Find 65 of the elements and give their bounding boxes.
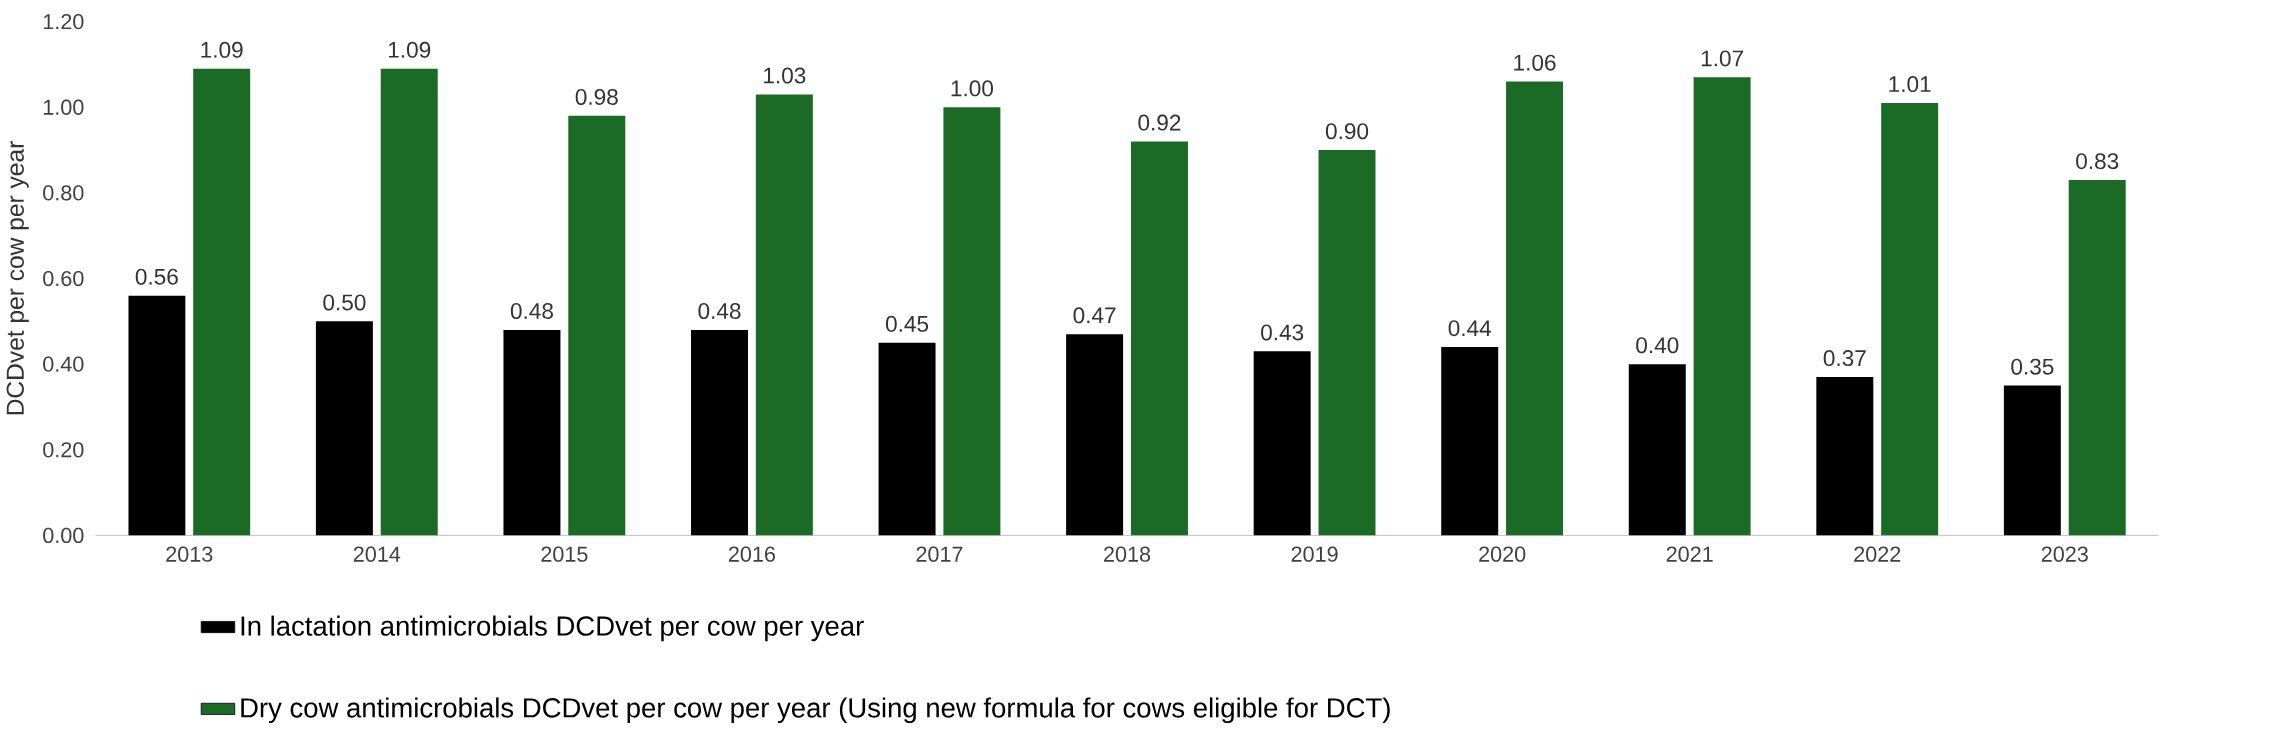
x-tick-label: 2022 xyxy=(1854,546,1901,562)
data-label: 0.98 xyxy=(575,88,618,105)
data-label: 0.83 xyxy=(2076,152,2119,169)
bar xyxy=(2003,385,2061,536)
bar xyxy=(1066,333,1124,536)
bar xyxy=(503,329,561,536)
data-label: 0.45 xyxy=(885,315,929,332)
bar xyxy=(1628,363,1686,536)
data-label: 0.43 xyxy=(1261,324,1304,341)
data-label: 0.92 xyxy=(1138,114,1181,131)
y-tick-label: 0.00 xyxy=(43,527,84,543)
data-label: 0.37 xyxy=(1823,349,1866,366)
data-label: 0.48 xyxy=(510,302,553,319)
bar xyxy=(691,329,748,536)
bar xyxy=(1881,102,1939,536)
x-tick-label: 2017 xyxy=(916,546,963,562)
bar xyxy=(568,115,626,536)
bar xyxy=(2068,179,2126,536)
data-label: 1.01 xyxy=(1889,75,1931,92)
y-axis-title: DCDvet per cow per year xyxy=(6,140,29,415)
x-tick-label: 2016 xyxy=(728,546,775,562)
data-label: 0.35 xyxy=(2011,358,2054,375)
data-label: 0.56 xyxy=(135,268,178,285)
x-tick-label: 2021 xyxy=(1666,546,1713,562)
legend-label: Dry cow antimicrobials DCDvet per cow per year (Using new formula for cows eligible for DCT) xyxy=(241,697,1390,723)
data-label: 1.06 xyxy=(1514,54,1556,71)
y-tick-label: 0.20 xyxy=(43,441,84,458)
x-tick-label: 2018 xyxy=(1104,546,1151,562)
bar xyxy=(755,94,813,536)
bar xyxy=(1130,141,1188,536)
bar xyxy=(1253,351,1311,536)
y-tick-label: 1.00 xyxy=(43,99,84,115)
y-tick-label: 1.20 xyxy=(43,13,84,30)
y-tick-label: 0.40 xyxy=(43,356,84,372)
bar xyxy=(943,107,1001,536)
data-label: 1.09 xyxy=(201,41,243,58)
x-tick-label: 2023 xyxy=(2041,546,2088,562)
bar xyxy=(128,295,186,536)
x-tick-label: 2015 xyxy=(541,546,588,562)
bar xyxy=(878,342,936,536)
legend-label: In lactation antimicrobials DCDvet per cow per year xyxy=(241,615,864,642)
data-label: 1.03 xyxy=(764,67,806,84)
y-tick-label: 0.60 xyxy=(43,270,84,286)
bar xyxy=(1441,346,1499,536)
data-label: 1.07 xyxy=(1701,50,1743,67)
x-tick-label: 2020 xyxy=(1479,546,1526,562)
data-label: 1.09 xyxy=(388,41,431,58)
bar xyxy=(1506,81,1564,536)
data-label: 0.44 xyxy=(1448,319,1492,336)
x-tick-label: 2019 xyxy=(1291,546,1338,562)
data-label: 0.90 xyxy=(1325,122,1369,139)
data-label: 0.47 xyxy=(1073,307,1116,324)
bar xyxy=(315,321,373,536)
y-tick-label: 0.80 xyxy=(43,185,84,201)
bar xyxy=(380,68,438,536)
bar xyxy=(1318,149,1376,536)
bar xyxy=(1816,376,1874,536)
bar xyxy=(193,68,251,536)
data-label: 0.50 xyxy=(323,294,366,311)
data-label: 0.48 xyxy=(698,302,741,319)
data-label: 0.40 xyxy=(1636,337,1679,354)
x-tick-label: 2013 xyxy=(166,546,213,562)
data-label: 1.00 xyxy=(951,80,993,97)
bar xyxy=(1693,77,1751,536)
x-tick-label: 2014 xyxy=(353,546,401,562)
